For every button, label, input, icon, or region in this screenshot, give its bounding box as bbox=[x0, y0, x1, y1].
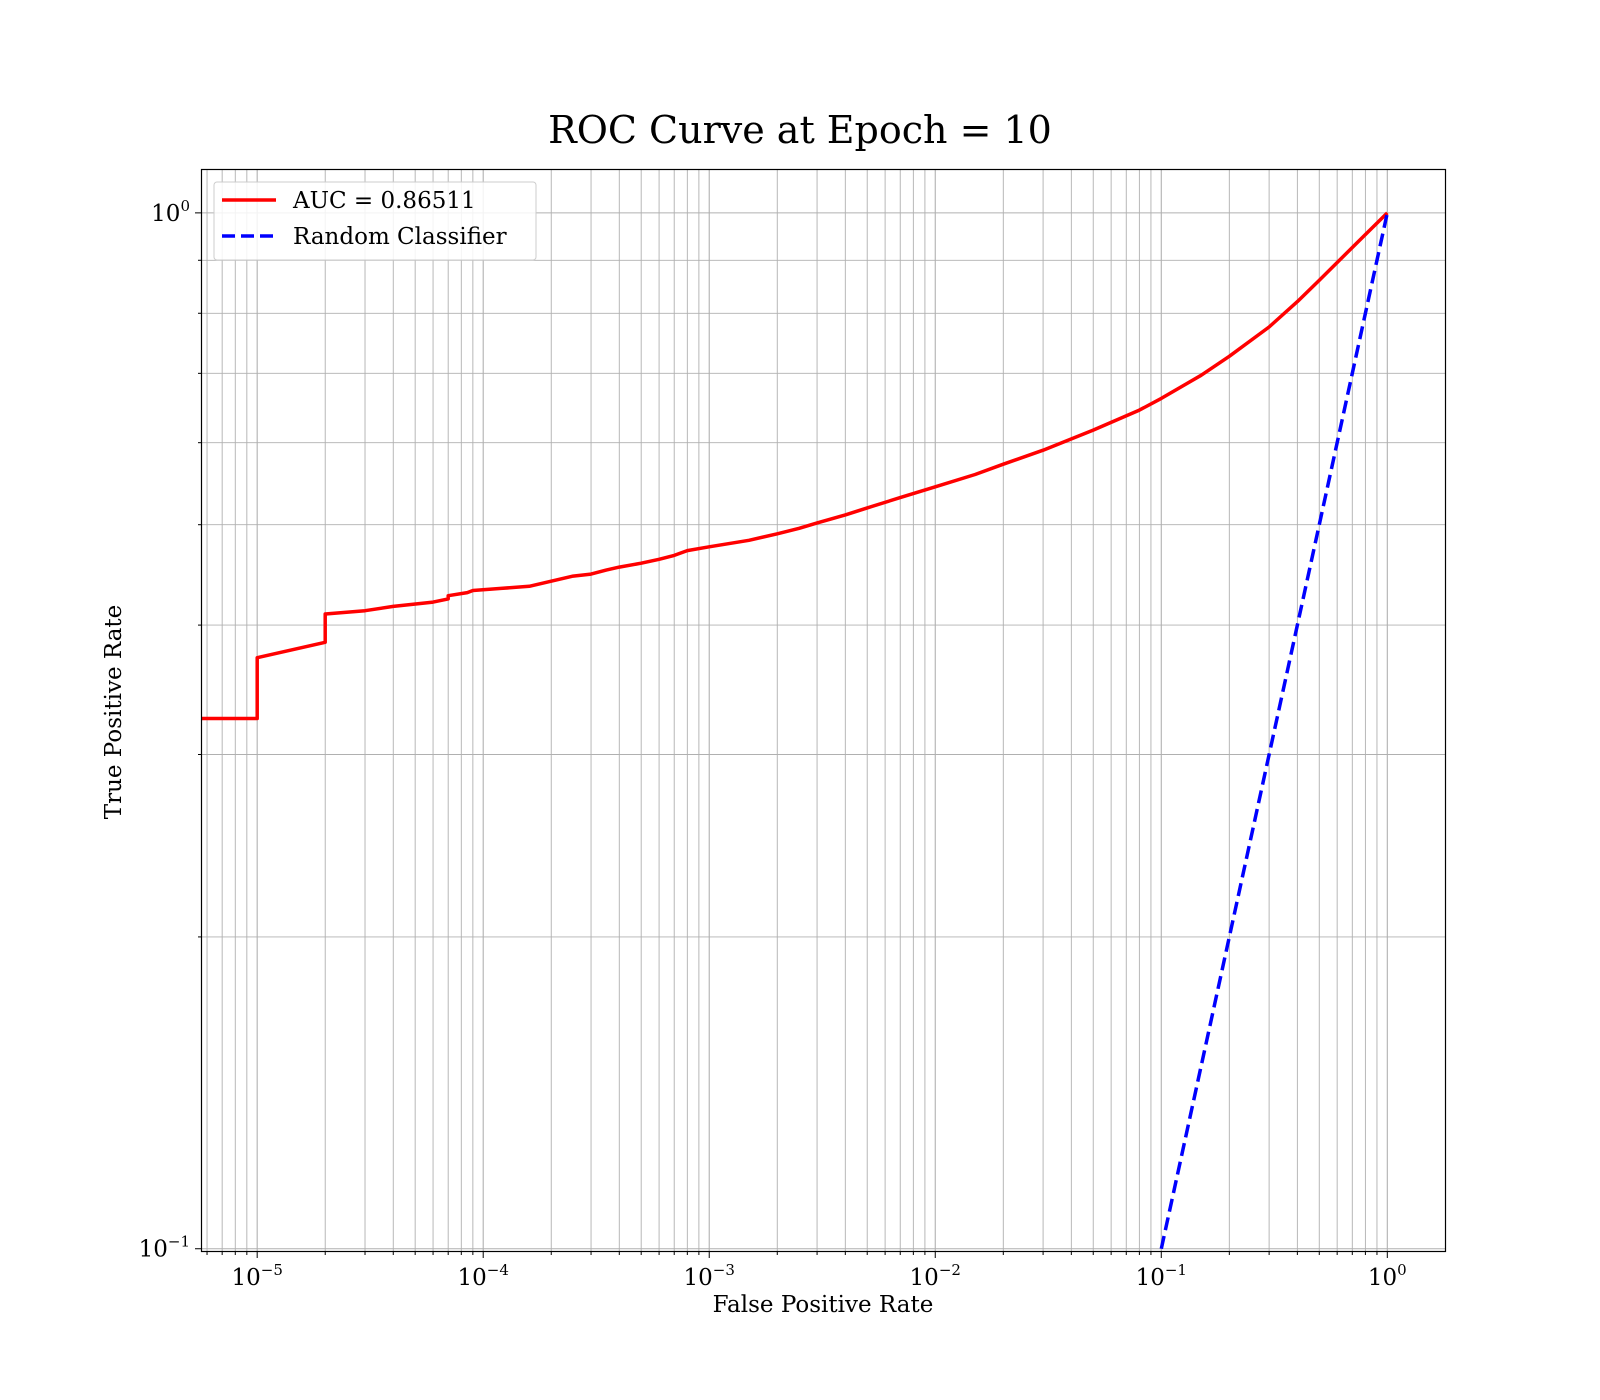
x-axis-label: False Positive Rate bbox=[713, 1292, 934, 1318]
major-grid bbox=[202, 170, 1445, 1251]
x-tick-label: 10−4 bbox=[457, 1261, 508, 1291]
legend-box bbox=[213, 181, 537, 261]
y-tick-labels: 100 10−1 bbox=[139, 197, 190, 1263]
y-tick-label: 10−1 bbox=[139, 1233, 190, 1263]
x-tick-label: 10−2 bbox=[910, 1261, 961, 1291]
x-tick-label: 10−3 bbox=[684, 1261, 735, 1291]
legend: AUC = 0.86511 Random Classifier bbox=[213, 181, 537, 261]
chart-title: ROC Curve at Epoch = 10 bbox=[548, 108, 1052, 152]
x-tick-label: 10−5 bbox=[231, 1261, 282, 1291]
minor-grid bbox=[202, 170, 1445, 1251]
random-classifier-line bbox=[1159, 212, 1390, 1250]
legend-label-auc: AUC = 0.86511 bbox=[292, 188, 476, 214]
roc-curve-line bbox=[202, 211, 1389, 721]
tick-marks bbox=[195, 212, 1388, 1258]
x-tick-labels: 10−5 10−4 10−3 10−2 10−1 100 bbox=[231, 1261, 1406, 1291]
plot-frame bbox=[200, 168, 1447, 1253]
y-axis-label: True Positive Rate bbox=[101, 605, 127, 820]
series-layer bbox=[202, 211, 1390, 1250]
x-tick-label: 100 bbox=[1368, 1261, 1407, 1291]
x-tick-label: 10−1 bbox=[1136, 1261, 1187, 1291]
legend-label-random: Random Classifier bbox=[293, 224, 507, 250]
y-tick-label: 100 bbox=[151, 197, 190, 227]
